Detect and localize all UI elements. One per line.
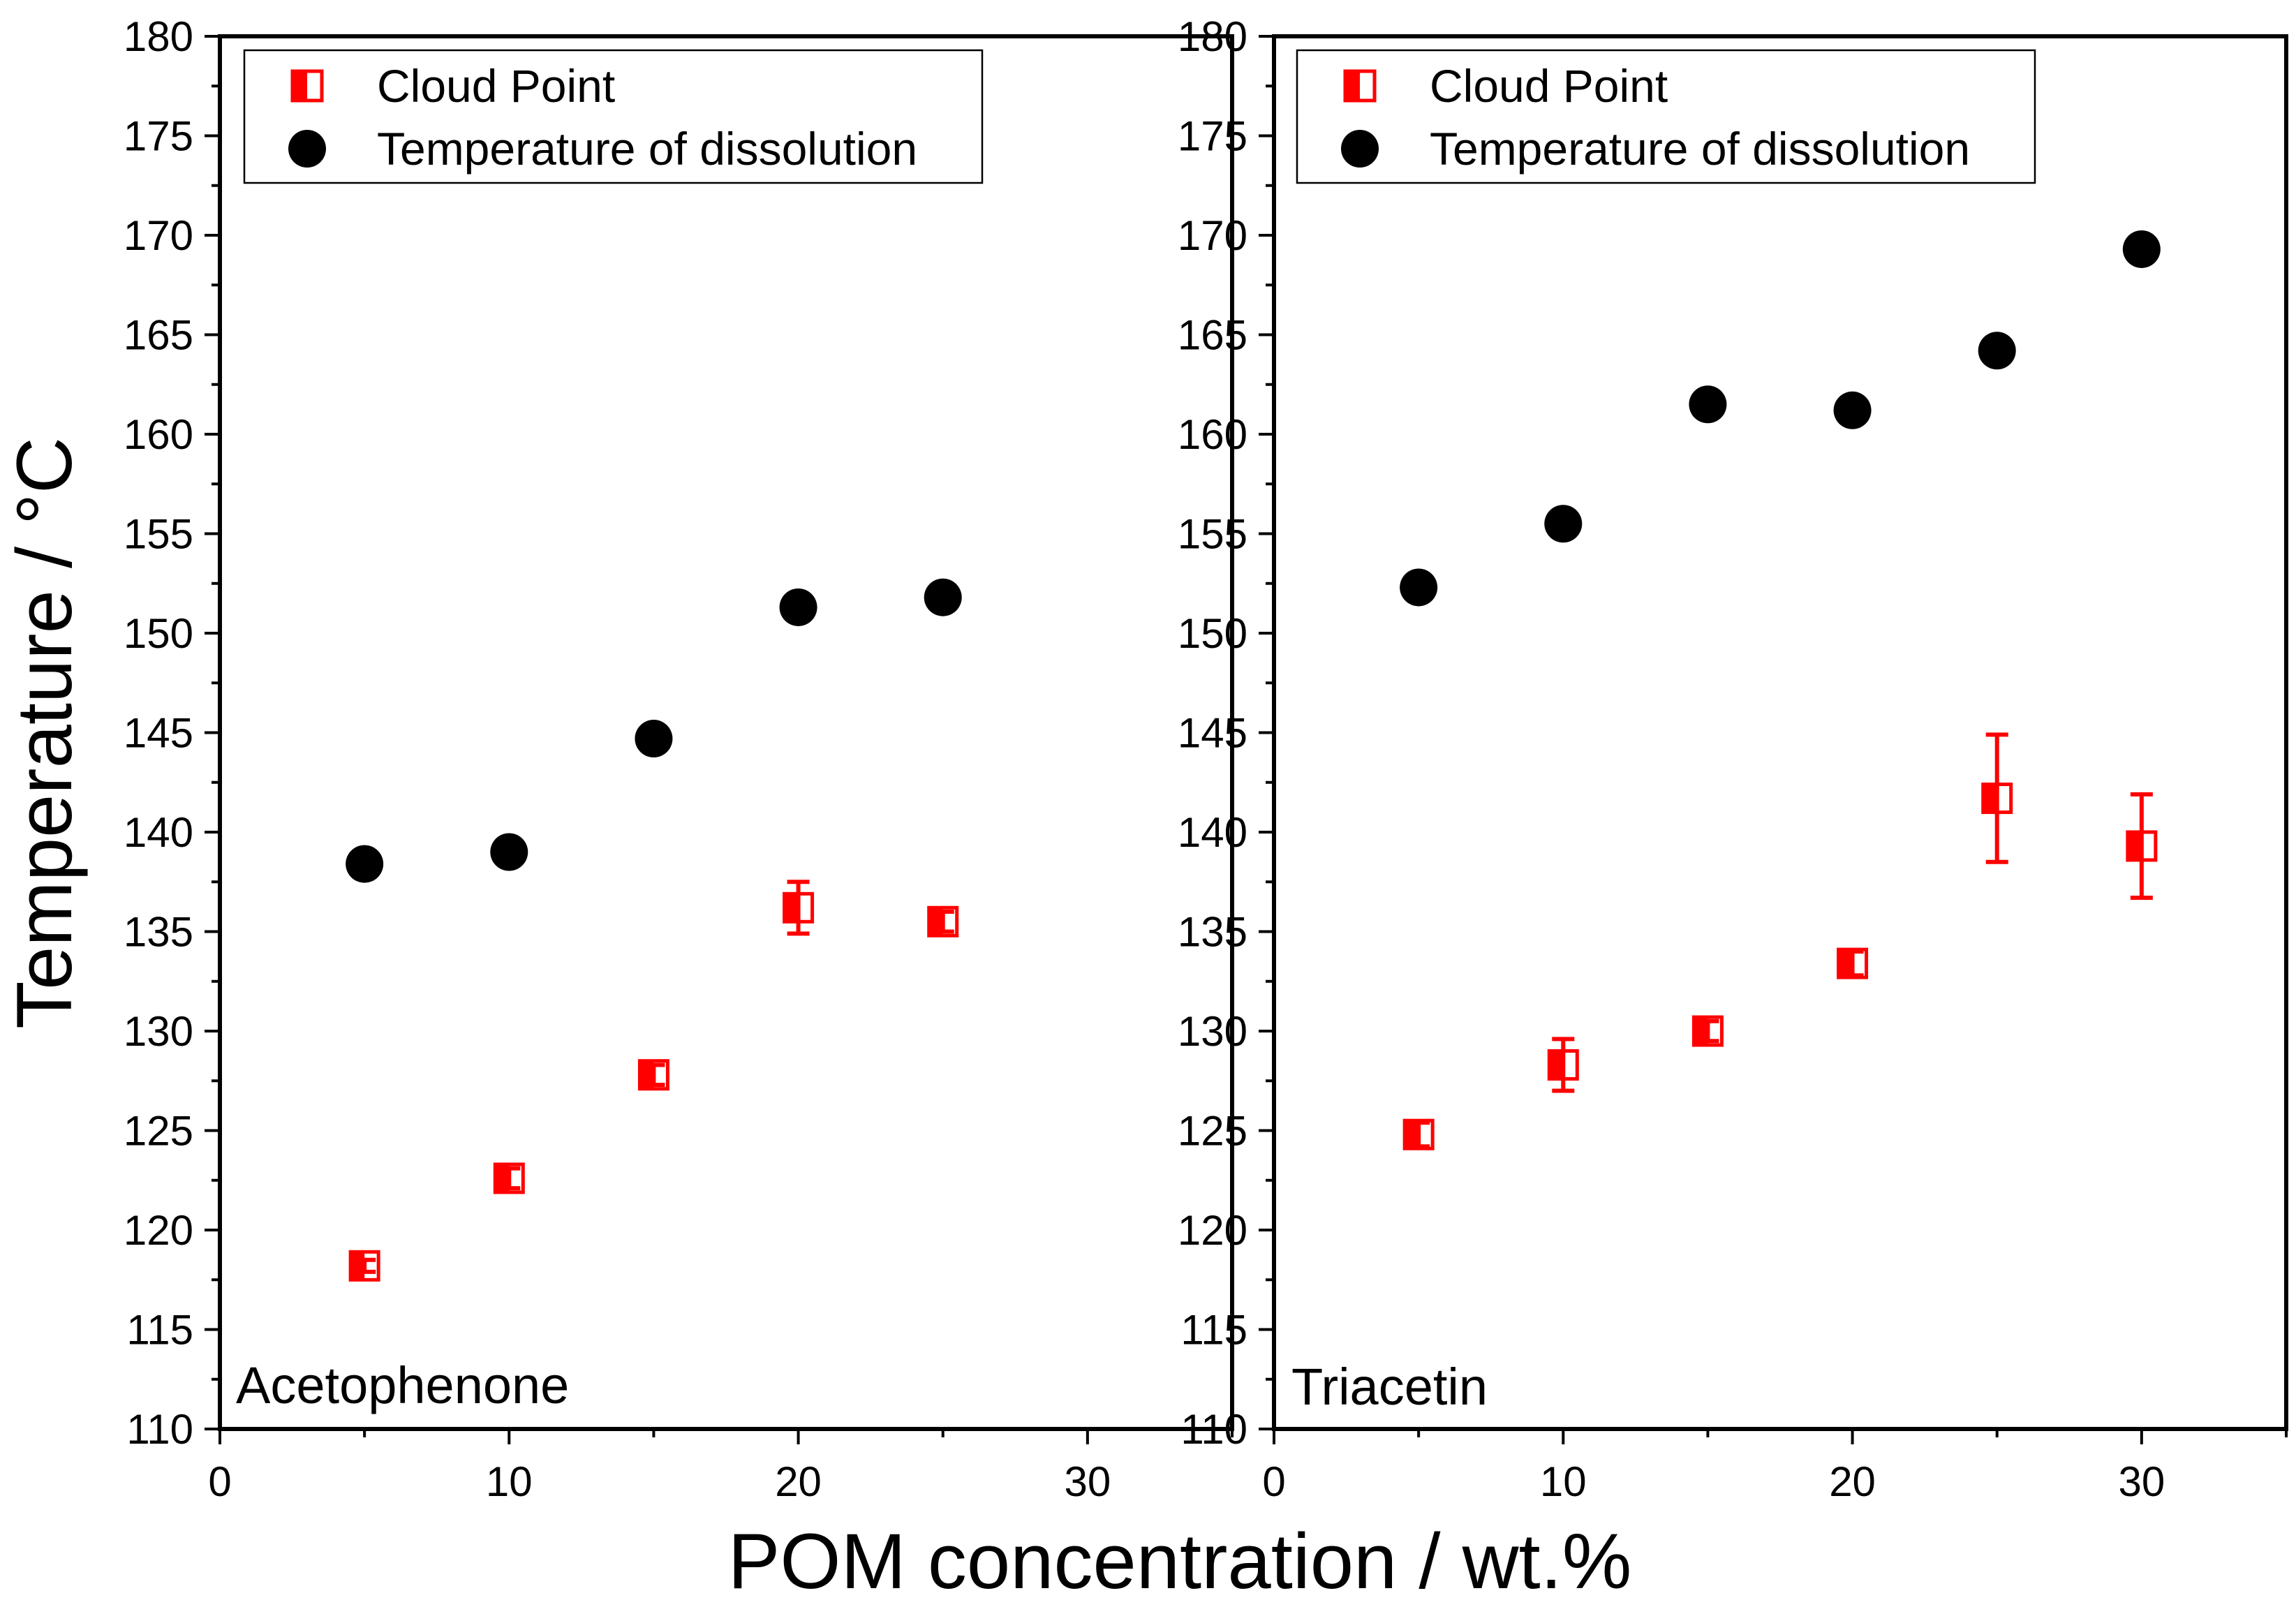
- legend-box: [243, 49, 984, 184]
- legend-dissolution-marker: [288, 130, 326, 168]
- dissolution-marker: [1689, 385, 1727, 424]
- dissolution-marker: [1833, 391, 1872, 429]
- x-tick-label: 0: [1262, 1458, 1285, 1505]
- dissolution-marker: [1400, 568, 1438, 607]
- dissolution-marker: [346, 845, 384, 883]
- y-tick-label: 110: [126, 1406, 193, 1453]
- y-tick-label: 130: [124, 1008, 193, 1055]
- x-tick-label: 0: [208, 1458, 231, 1505]
- legend-cloud-point-label: Cloud Point: [1430, 60, 1668, 112]
- y-tick-label: 115: [1180, 1307, 1247, 1354]
- y-tick-label: 140: [124, 809, 193, 856]
- cloud-point-marker: [783, 891, 815, 924]
- legend-cloud-point-marker: [290, 69, 324, 103]
- dissolution-marker: [924, 578, 962, 616]
- y-tick-label: 165: [1178, 312, 1247, 359]
- x-axis-title: POM concentration / wt.%: [728, 1518, 1632, 1605]
- cloud-point-marker: [2126, 830, 2158, 862]
- y-tick-label: 145: [1178, 710, 1247, 757]
- legend-cloud-point-square: [290, 69, 324, 103]
- y-tick-label: 150: [1178, 610, 1247, 657]
- panel-acetophenone-ticks: [205, 35, 1234, 1444]
- cloud-point-marker: [1691, 1015, 1724, 1047]
- panel-triacetin: 110 115 120 125 130 135 140 145 150 155 160 165 170 1…: [1178, 13, 2288, 1505]
- y-tick-label: 170: [1178, 212, 1247, 259]
- panel-acetophenone-legend: Cloud Point Temperature of dissolution: [243, 49, 984, 184]
- x-tick-label: 30: [2118, 1458, 2165, 1505]
- dissolution-marker: [1978, 332, 2016, 370]
- y-tick-label: 180: [124, 13, 193, 60]
- panel-acetophenone-marks: [346, 578, 962, 1282]
- legend-cloud-point-square: [1343, 69, 1377, 103]
- y-tick-label: 155: [124, 511, 193, 558]
- panel-acetophenone: 110 115 120 125 130 135 140 145 150 155 160 165 170 1…: [124, 13, 1234, 1505]
- cloud-point-marker: [927, 905, 959, 938]
- cloud-point-marker: [1837, 947, 1869, 979]
- y-tick-label: 175: [1178, 113, 1247, 160]
- y-tick-label: 170: [124, 212, 193, 259]
- panel-triacetin-tick-labels: 110 115 120 125 130 135 140 145 150 155 160 165 170 1…: [1178, 13, 2165, 1505]
- y-tick-label: 125: [124, 1108, 193, 1155]
- dissolution-marker: [490, 833, 528, 871]
- y-tick-label: 155: [1178, 511, 1247, 558]
- dissolution-marker: [635, 720, 673, 758]
- y-tick-label: 120: [124, 1207, 193, 1254]
- y-tick-label: 175: [124, 113, 193, 160]
- y-tick-label: 160: [1178, 411, 1247, 458]
- y-tick-label: 165: [124, 312, 193, 359]
- y-tick-label: 180: [1178, 13, 1247, 60]
- cloud-point-marker: [1547, 1049, 1579, 1081]
- legend-dissolution-label: Temperature of dissolution: [377, 123, 917, 175]
- panel-triacetin-frame: [1272, 34, 2288, 1431]
- dissolution-marker: [1544, 505, 1583, 543]
- y-tick-label: 110: [1180, 1406, 1247, 1453]
- y-tick-label: 130: [1178, 1008, 1247, 1055]
- y-tick-label: 135: [124, 909, 193, 956]
- legend-box: [1296, 49, 2036, 184]
- legend-dissolution-label: Temperature of dissolution: [1430, 123, 1970, 175]
- panel-triacetin-legend: Cloud Point Temperature of dissolution: [1296, 49, 2036, 184]
- dissolution-marker: [779, 588, 817, 626]
- cloud-point-marker: [493, 1162, 525, 1194]
- panel-label-triacetin: Triacetin: [1291, 1358, 1488, 1416]
- dissolution-marker: [2122, 230, 2161, 268]
- x-tick-label: 20: [775, 1458, 822, 1505]
- x-tick-label: 30: [1064, 1458, 1111, 1505]
- x-tick-label: 10: [486, 1458, 533, 1505]
- panel-triacetin-marks: [1400, 230, 2161, 1150]
- x-tick-label: 10: [1540, 1458, 1587, 1505]
- y-axis-title: Temperature / °C: [1, 437, 88, 1029]
- cloud-point-marker: [348, 1250, 380, 1282]
- y-tick-label: 160: [124, 411, 193, 458]
- panel-label-acetophenone: Acetophenone: [236, 1356, 569, 1414]
- panel-acetophenone-tick-labels: 110 115 120 125 130 135 140 145 150 155 160 165 170 1…: [124, 13, 1111, 1505]
- legend-dissolution-marker: [1341, 130, 1379, 168]
- legend-cloud-point-marker: [1343, 69, 1377, 103]
- legend-cloud-point-label: Cloud Point: [377, 60, 615, 112]
- y-tick-label: 120: [1178, 1207, 1247, 1254]
- cloud-point-marker: [1981, 783, 2013, 815]
- y-tick-label: 150: [124, 610, 193, 657]
- y-tick-label: 140: [1178, 809, 1247, 856]
- y-tick-label: 145: [124, 710, 193, 757]
- cloud-point-marker: [1402, 1118, 1435, 1150]
- y-tick-label: 135: [1178, 909, 1247, 956]
- y-tick-label: 125: [1178, 1108, 1247, 1155]
- cloud-point-marker: [637, 1059, 669, 1091]
- panel-acetophenone-frame: [218, 34, 1234, 1431]
- y-tick-label: 115: [126, 1307, 193, 1354]
- x-tick-label: 20: [1829, 1458, 1876, 1505]
